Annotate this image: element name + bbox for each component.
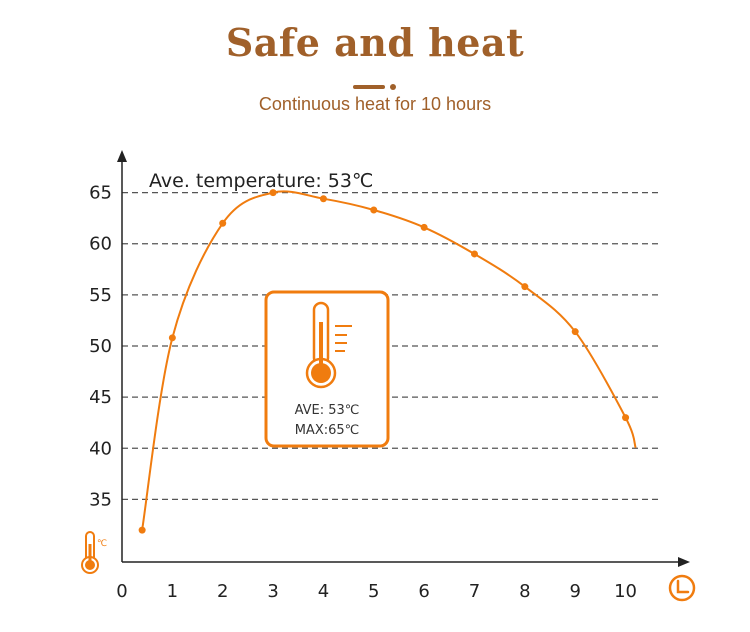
badge-max: MAX:65℃	[295, 423, 360, 438]
x-tick-labels: 0 1 2 3 4 5 6 7 8 9 10	[116, 581, 637, 602]
data-point-9	[571, 328, 579, 336]
title-divider	[353, 84, 396, 90]
x-axis-arrow	[678, 557, 690, 567]
x-tick-label: 6	[418, 581, 429, 602]
data-point-3	[269, 189, 277, 197]
y-tick-label: 55	[89, 285, 112, 306]
page-title: Safe and heat	[225, 20, 525, 65]
y-tick-labels: 35 40 45 50 55 60 65	[89, 183, 112, 511]
x-tick-label: 4	[318, 581, 329, 602]
x-tick-label: 10	[614, 581, 637, 602]
x-tick-label: 9	[569, 581, 580, 602]
y-tick-label: 40	[89, 438, 112, 459]
x-tick-label: 7	[469, 581, 480, 602]
thermometer-celsius-icon: ℃	[81, 531, 107, 574]
data-point-5	[370, 206, 378, 214]
celsius-unit-label: ℃	[97, 539, 107, 549]
data-point-8	[521, 283, 529, 291]
clock-icon	[668, 574, 696, 602]
x-tick-label: 1	[167, 581, 178, 602]
y-tick-label: 65	[89, 183, 112, 204]
y-axis-arrow	[117, 150, 127, 162]
average-temperature-note: Ave. temperature: 53℃	[149, 170, 373, 192]
page-subtitle: Continuous heat for 10 hours	[258, 94, 492, 114]
data-point-0	[138, 526, 146, 534]
data-point-7	[471, 250, 478, 258]
y-tick-label: 35	[89, 489, 112, 510]
y-tick-label: 50	[89, 336, 112, 357]
x-tick-label: 2	[217, 581, 228, 602]
data-point-1	[168, 334, 176, 342]
thermometer-icon	[305, 301, 352, 389]
y-tick-label: 45	[89, 387, 112, 408]
x-tick-label: 0	[116, 581, 127, 602]
axes	[117, 150, 690, 567]
data-point-4	[319, 195, 327, 203]
data-point-2	[219, 219, 227, 227]
y-tick-label: 60	[89, 234, 112, 255]
data-points	[138, 189, 630, 534]
data-point-10	[622, 414, 630, 422]
data-point-6	[420, 223, 428, 231]
x-tick-label: 5	[368, 581, 379, 602]
x-tick-label: 3	[267, 581, 278, 602]
temperature-badge: AVE: 53℃ MAX:65℃	[264, 290, 390, 448]
grid-lines	[122, 191, 658, 501]
x-tick-label: 8	[519, 581, 530, 602]
badge-average: AVE: 53℃	[295, 403, 360, 418]
